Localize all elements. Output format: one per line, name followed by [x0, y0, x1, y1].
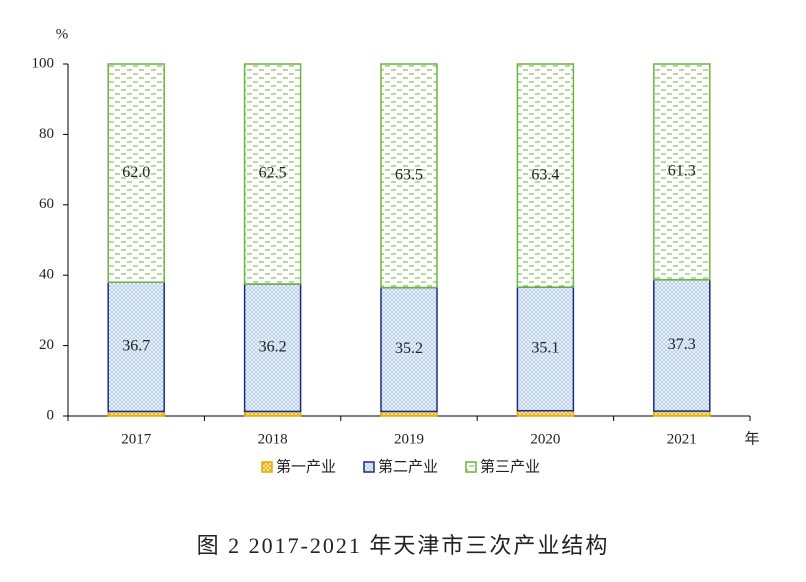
y-tick-label: 80 — [39, 126, 54, 142]
bar-segment — [243, 283, 302, 413]
data-label: 61.3 — [668, 163, 696, 180]
legend-label: 第三产业 — [480, 457, 540, 475]
x-tick-label: 2021 — [667, 431, 697, 447]
y-tick-label: 100 — [32, 55, 55, 71]
data-label: 62.5 — [259, 165, 287, 182]
y-axis-label: % — [56, 26, 69, 42]
bar-segment — [653, 279, 711, 412]
x-axis-label: 年 — [744, 430, 759, 447]
x-tick-label: 2020 — [530, 431, 560, 447]
bar-segment — [516, 286, 575, 412]
bar-segment — [653, 63, 711, 281]
data-label: 36.2 — [259, 338, 287, 355]
bar-segment — [380, 63, 438, 289]
x-tick-label: 2017 — [121, 431, 152, 447]
y-tick-label: 0 — [47, 407, 55, 423]
chart-title: 图 2 2017-2021 年天津市三次产业结构 — [197, 533, 610, 558]
data-label: 63.4 — [531, 166, 559, 183]
legend-marker — [363, 461, 375, 473]
data-label: 37.3 — [668, 336, 696, 353]
legend-label: 第一产业 — [276, 457, 336, 475]
legend-label: 第二产业 — [378, 457, 438, 475]
data-label: 62.0 — [122, 164, 150, 181]
data-label: 35.1 — [531, 340, 559, 357]
bar-segment — [107, 63, 165, 283]
y-tick-label: 20 — [39, 337, 54, 353]
y-tick-label: 40 — [39, 267, 54, 283]
legend-marker — [261, 461, 273, 473]
data-label: 36.7 — [122, 338, 150, 355]
bar-segment — [516, 63, 575, 288]
bar-segment — [516, 409, 575, 417]
data-label: 35.2 — [395, 340, 423, 357]
bar-segment — [380, 286, 438, 413]
legend-marker — [465, 461, 477, 473]
x-tick-label: 2019 — [394, 431, 424, 447]
bar-segment — [243, 63, 302, 285]
bar-segment — [107, 281, 165, 413]
data-label: 63.5 — [395, 166, 423, 183]
y-tick-label: 60 — [39, 196, 54, 212]
x-tick-label: 2018 — [258, 431, 288, 447]
